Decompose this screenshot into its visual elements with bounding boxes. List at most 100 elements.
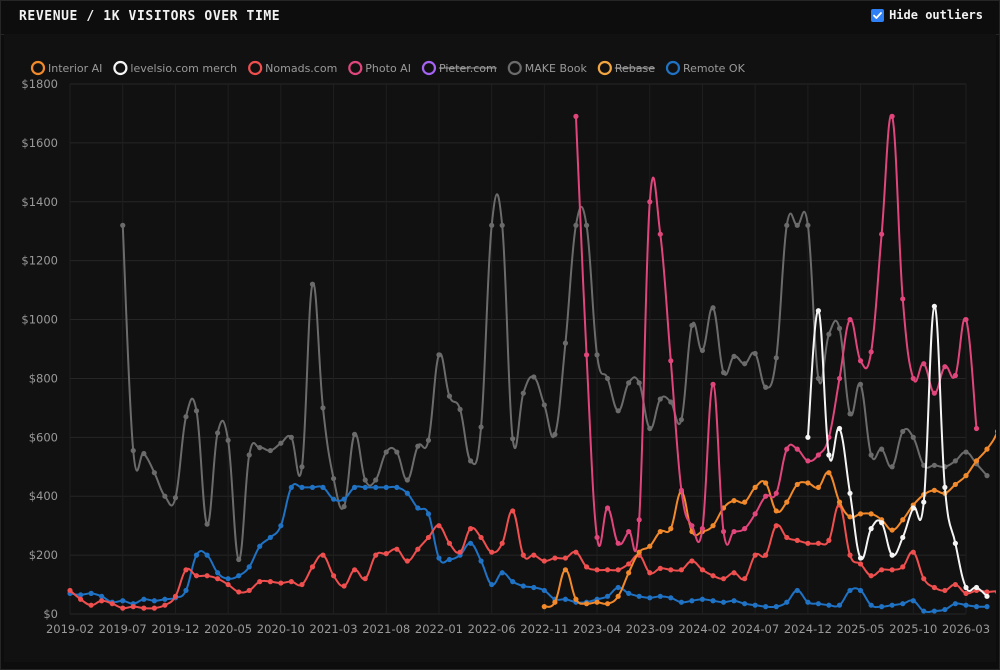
data-point-nomads-com[interactable] (647, 570, 653, 576)
data-point-levelsio-com-merch[interactable] (973, 584, 980, 591)
data-point-remote-ok[interactable] (699, 596, 706, 602)
data-point-remote-ok[interactable] (520, 583, 526, 589)
data-point-photo-ai[interactable] (594, 534, 600, 541)
data-point-remote-ok[interactable] (193, 552, 200, 558)
data-point-make-book[interactable] (699, 347, 706, 354)
data-point-levelsio-com-merch[interactable] (963, 584, 969, 591)
data-point-make-book[interactable] (805, 222, 811, 228)
data-point-remote-ok[interactable] (952, 601, 958, 607)
data-point-nomads-com[interactable] (752, 552, 758, 558)
data-point-remote-ok[interactable] (362, 484, 368, 490)
data-point-photo-ai[interactable] (615, 540, 621, 546)
hide-outliers-toggle[interactable]: Hide outliers (871, 8, 983, 22)
data-point-nomads-com[interactable] (446, 540, 453, 546)
data-point-remote-ok[interactable] (615, 584, 621, 591)
data-point-interior-ai[interactable] (973, 458, 980, 464)
data-point-nomads-com[interactable] (162, 602, 168, 608)
data-point-levelsio-com-merch[interactable] (805, 434, 811, 440)
data-point-remote-ok[interactable] (278, 523, 284, 529)
data-point-remote-ok[interactable] (604, 593, 611, 599)
data-point-nomads-com[interactable] (436, 523, 442, 529)
data-point-nomads-com[interactable] (889, 567, 895, 573)
data-point-make-book[interactable] (931, 462, 937, 468)
data-point-nomads-com[interactable] (499, 540, 505, 546)
data-point-interior-ai[interactable] (583, 601, 590, 607)
data-point-make-book[interactable] (172, 495, 179, 501)
data-point-make-book[interactable] (162, 493, 168, 499)
data-point-make-book[interactable] (889, 464, 895, 470)
data-point-make-book[interactable] (373, 477, 379, 483)
data-point-levelsio-com-merch[interactable] (900, 534, 906, 541)
data-point-remote-ok[interactable] (489, 581, 495, 588)
data-point-photo-ai[interactable] (857, 358, 864, 364)
data-point-interior-ai[interactable] (952, 481, 958, 488)
data-point-nomads-com[interactable] (120, 605, 126, 611)
data-point-remote-ok[interactable] (857, 587, 864, 594)
data-point-nomads-com[interactable] (531, 552, 537, 558)
data-point-nomads-com[interactable] (668, 567, 674, 573)
data-point-remote-ok[interactable] (288, 484, 294, 490)
data-point-nomads-com[interactable] (267, 579, 273, 585)
data-point-levelsio-com-merch[interactable] (910, 505, 916, 511)
data-point-make-book[interactable] (763, 384, 769, 390)
data-point-levelsio-com-merch[interactable] (857, 555, 864, 561)
data-point-photo-ai[interactable] (636, 517, 642, 523)
data-point-remote-ok[interactable] (879, 604, 885, 610)
data-point-make-book[interactable] (636, 380, 642, 386)
data-point-nomads-com[interactable] (805, 540, 811, 546)
data-point-remote-ok[interactable] (763, 604, 769, 610)
data-point-nomads-com[interactable] (478, 534, 484, 541)
data-point-make-book[interactable] (562, 340, 569, 346)
data-point-remote-ok[interactable] (815, 601, 821, 607)
data-point-make-book[interactable] (710, 305, 716, 311)
data-point-make-book[interactable] (963, 449, 969, 455)
data-point-make-book[interactable] (604, 375, 611, 382)
data-point-make-book[interactable] (457, 406, 463, 412)
data-point-levelsio-com-merch[interactable] (889, 552, 895, 558)
data-point-make-book[interactable] (836, 325, 843, 331)
data-point-nomads-com[interactable] (847, 552, 853, 558)
data-point-remote-ok[interactable] (499, 570, 505, 576)
data-point-remote-ok[interactable] (742, 601, 748, 607)
data-point-make-book[interactable] (299, 464, 305, 470)
data-point-photo-ai[interactable] (794, 446, 800, 452)
data-point-nomads-com[interactable] (562, 555, 569, 561)
data-point-photo-ai[interactable] (678, 487, 685, 493)
data-point-interior-ai[interactable] (742, 499, 748, 505)
data-point-photo-ai[interactable] (763, 493, 769, 499)
data-point-nomads-com[interactable] (215, 576, 221, 582)
data-point-nomads-com[interactable] (552, 555, 558, 561)
data-point-remote-ok[interactable] (478, 558, 484, 564)
data-point-nomads-com[interactable] (510, 508, 516, 514)
data-point-make-book[interactable] (478, 424, 484, 430)
data-point-nomads-com[interactable] (193, 573, 200, 579)
data-point-photo-ai[interactable] (952, 372, 958, 379)
data-point-photo-ai[interactable] (942, 364, 948, 370)
data-point-remote-ok[interactable] (847, 587, 853, 594)
data-point-interior-ai[interactable] (573, 596, 579, 602)
data-point-make-book[interactable] (436, 352, 442, 358)
data-point-make-book[interactable] (847, 411, 853, 417)
data-point-interior-ai[interactable] (784, 499, 790, 505)
data-point-nomads-com[interactable] (594, 567, 600, 573)
data-point-nomads-com[interactable] (773, 523, 779, 529)
data-point-interior-ai[interactable] (995, 429, 996, 434)
data-point-interior-ai[interactable] (731, 498, 737, 504)
data-point-remote-ok[interactable] (415, 505, 421, 511)
data-point-nomads-com[interactable] (78, 596, 84, 602)
data-point-nomads-com[interactable] (784, 534, 790, 541)
data-point-nomads-com[interactable] (657, 565, 663, 571)
data-point-nomads-com[interactable] (489, 549, 495, 555)
data-point-nomads-com[interactable] (88, 602, 94, 608)
data-point-interior-ai[interactable] (562, 567, 569, 573)
legend-item-nomads-com[interactable]: Nomads.com (248, 60, 337, 76)
data-point-interior-ai[interactable] (815, 484, 821, 490)
data-point-interior-ai[interactable] (931, 487, 937, 493)
data-point-interior-ai[interactable] (847, 514, 853, 520)
data-point-nomads-com[interactable] (404, 558, 410, 564)
data-point-remote-ok[interactable] (868, 602, 874, 608)
data-point-remote-ok[interactable] (710, 598, 716, 604)
data-point-make-book[interactable] (678, 417, 685, 423)
data-point-remote-ok[interactable] (784, 599, 790, 605)
data-point-remote-ok[interactable] (805, 599, 811, 605)
